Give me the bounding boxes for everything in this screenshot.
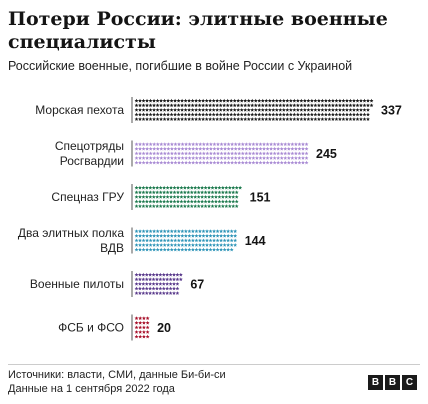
bar <box>134 316 150 339</box>
value-label: 337 <box>381 104 402 118</box>
category-label: Два элитных полка ВДВ <box>18 226 124 255</box>
bar <box>134 272 183 295</box>
bbc-logo-block: B <box>385 375 400 390</box>
value-label: 20 <box>157 321 171 335</box>
chart-subtitle: Российские военные, погибшие в войне Рос… <box>8 59 353 73</box>
bar <box>134 229 238 252</box>
category-label: Морская пехота <box>35 103 124 117</box>
bbc-logo-block: B <box>368 375 383 390</box>
bar <box>134 185 243 208</box>
source-note: Источники: власти, СМИ, данные Би-би-си <box>8 369 226 381</box>
bbc-logo-block: C <box>402 375 417 390</box>
chart-title: Потери России: элитные военные специалис… <box>8 8 388 53</box>
value-label: 67 <box>190 278 204 292</box>
bbc-logo: B B C <box>368 375 417 390</box>
value-label: 245 <box>316 147 337 161</box>
category-label: Военные пилоты <box>30 277 124 291</box>
date-note: Данные на 1 сентября 2022 года <box>8 383 175 395</box>
bar <box>134 142 309 165</box>
category-label: Спецотряды Росгвардии <box>55 139 124 168</box>
value-label: 151 <box>250 191 271 205</box>
pictogram-bar-chart: Морская пехота 337 Спецотряды Росгвардии 245… <box>18 97 402 341</box>
category-label: ФСБ и ФСО <box>58 321 124 335</box>
footer-divider <box>8 364 420 365</box>
category-label: Спецназ ГРУ <box>51 190 124 204</box>
value-label: 144 <box>245 234 266 248</box>
bar <box>134 98 374 121</box>
